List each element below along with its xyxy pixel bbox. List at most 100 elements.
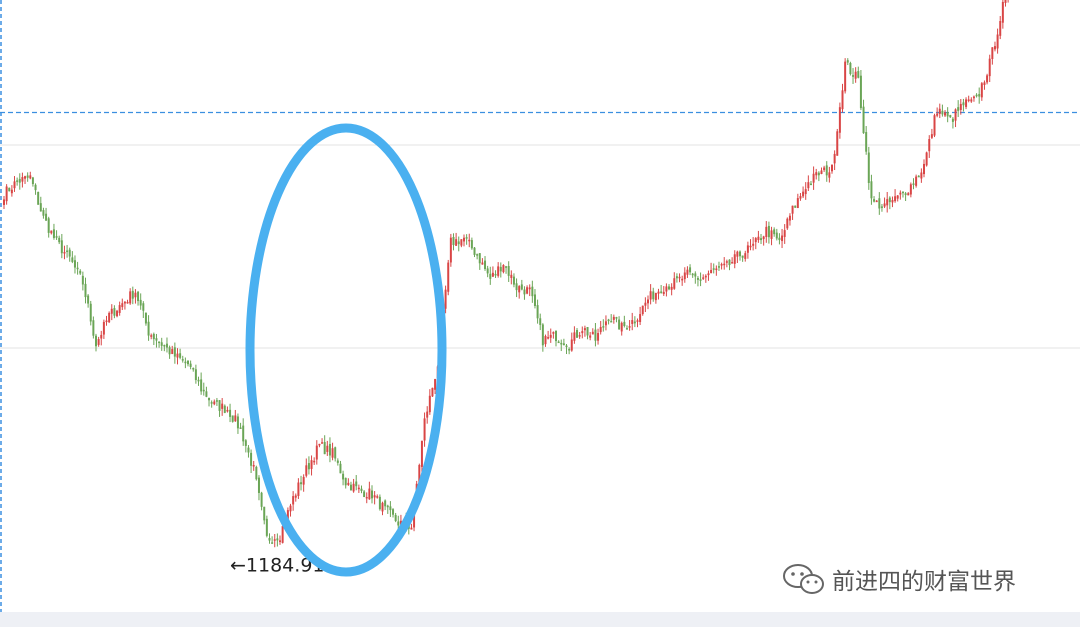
candle-body	[37, 191, 40, 205]
candle-body	[323, 442, 326, 455]
candle	[276, 533, 279, 547]
candle	[962, 98, 965, 112]
candle	[352, 478, 355, 493]
candle	[491, 266, 494, 278]
candle	[965, 97, 968, 110]
candle-body	[754, 238, 757, 243]
candle	[355, 475, 358, 491]
candle	[376, 494, 379, 499]
candle	[597, 328, 600, 345]
candle	[875, 200, 878, 203]
candle-body	[597, 333, 600, 341]
candle	[825, 161, 828, 182]
candle-body	[239, 427, 242, 429]
candle-body	[647, 299, 649, 304]
candle	[31, 176, 34, 187]
candle	[631, 312, 634, 331]
candle	[728, 259, 731, 271]
candle	[37, 191, 40, 205]
candle	[129, 288, 132, 305]
candle	[187, 360, 189, 367]
candle	[360, 485, 363, 494]
candle	[502, 264, 505, 274]
candle	[594, 322, 597, 347]
candle	[231, 415, 234, 423]
candle	[134, 289, 137, 304]
candle	[936, 107, 939, 118]
candle	[644, 297, 647, 313]
candle-body	[349, 484, 352, 491]
candle	[89, 300, 92, 326]
candle-body	[912, 183, 915, 185]
candle-body	[786, 218, 789, 229]
candle-body	[794, 205, 797, 208]
candle	[762, 235, 765, 246]
candle-body	[386, 505, 389, 508]
candle	[39, 196, 42, 212]
candle-body	[318, 443, 321, 446]
candle-body	[478, 253, 481, 264]
candle-body	[321, 442, 324, 444]
candle	[426, 406, 429, 424]
candle	[171, 345, 174, 355]
candle-body	[681, 278, 684, 281]
candle-body	[484, 260, 487, 269]
candle	[838, 102, 841, 139]
candle	[470, 237, 473, 250]
candle	[880, 204, 883, 212]
candle	[10, 185, 13, 197]
candle-body	[844, 61, 847, 92]
candle	[294, 493, 297, 502]
candle	[531, 280, 534, 303]
candle-body	[683, 272, 686, 280]
candle	[97, 336, 100, 347]
candle-body	[536, 305, 539, 319]
candle	[823, 165, 826, 172]
candle-body	[717, 266, 720, 268]
candle-body	[610, 320, 613, 323]
candle-body	[102, 321, 105, 335]
candle-body	[852, 75, 855, 77]
candle-body	[975, 94, 978, 97]
candle	[725, 259, 728, 268]
candle	[318, 443, 321, 448]
candle	[1007, 0, 1009, 3]
candle	[213, 399, 216, 406]
candle-body	[315, 445, 318, 460]
candle-body	[81, 275, 84, 285]
candle	[954, 108, 957, 128]
candle-body	[760, 238, 763, 241]
candle	[50, 230, 53, 235]
candle	[108, 311, 111, 324]
candle-body	[602, 326, 605, 328]
candle-body	[481, 262, 484, 265]
candle	[833, 150, 836, 171]
candle-body	[168, 347, 171, 355]
candle-body	[628, 326, 631, 328]
candle-body	[486, 268, 489, 274]
candle-body	[281, 526, 284, 543]
candle	[394, 512, 397, 523]
candle-body	[654, 292, 657, 301]
candle	[565, 343, 568, 355]
candle-body	[187, 360, 189, 365]
candle-body	[917, 175, 920, 178]
candle	[271, 536, 274, 544]
candle-body	[941, 110, 944, 115]
candle-body	[347, 482, 350, 485]
candle-body	[373, 495, 376, 498]
candle	[620, 321, 623, 336]
candle	[649, 284, 652, 305]
candle	[949, 114, 952, 118]
candle-body	[833, 153, 836, 164]
candle	[754, 237, 757, 250]
candle	[717, 261, 720, 271]
candle	[447, 259, 450, 296]
candle	[970, 97, 973, 103]
candle	[894, 189, 897, 203]
candle	[239, 422, 242, 429]
candle-body	[841, 90, 844, 110]
candle	[999, 16, 1002, 40]
candle-body	[980, 83, 983, 98]
candle-body	[894, 196, 897, 202]
